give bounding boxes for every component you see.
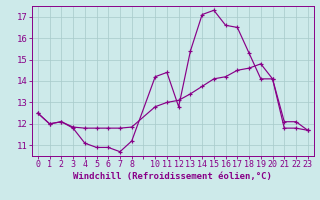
X-axis label: Windchill (Refroidissement éolien,°C): Windchill (Refroidissement éolien,°C) — [73, 172, 272, 181]
